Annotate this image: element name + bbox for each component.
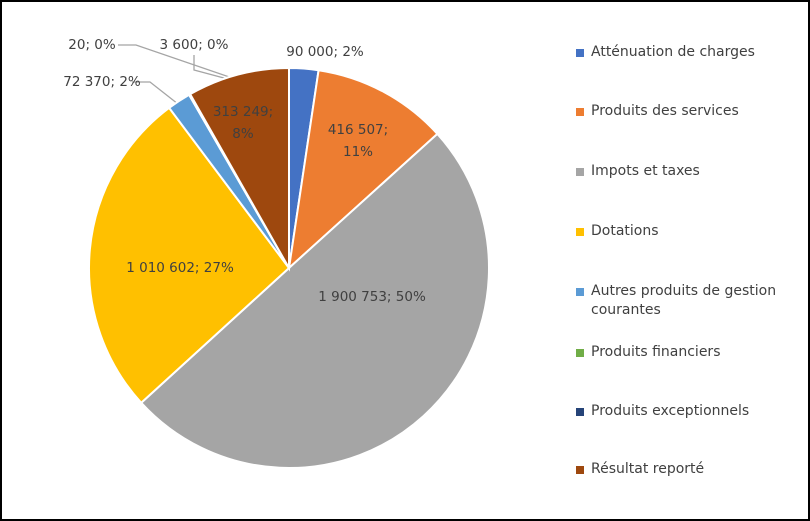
- legend-swatch: [576, 49, 584, 57]
- legend-label: Impots et taxes: [591, 163, 700, 179]
- data-label: 1 900 753; 50%: [318, 289, 426, 305]
- legend-swatch: [576, 466, 584, 474]
- legend-swatch: [576, 408, 584, 416]
- slices: [88, 66, 490, 469]
- data-label: 313 249; 8%: [213, 104, 273, 142]
- legend-item: Autres produits de gestion courantes: [576, 282, 808, 320]
- data-label: 3 600; 0%: [160, 37, 229, 53]
- data-label: 72 370; 2%: [63, 74, 141, 90]
- legend-label: Produits exceptionnels: [591, 403, 750, 419]
- data-labels: 90 000; 2% 416 507; 11% 1 900 753; 50% 1 010…: [63, 37, 426, 305]
- legend-label: Dotations: [591, 223, 659, 239]
- pie-slice: [88, 106, 291, 405]
- legend-swatch: [576, 349, 584, 357]
- legend-item: Produits financiers: [576, 343, 808, 362]
- data-label: 416 507; 11%: [328, 122, 388, 160]
- data-label: 1 010 602; 27%: [126, 260, 234, 276]
- legend-item: Produits des services: [576, 102, 808, 121]
- legend-label: Résultat reporté: [591, 461, 705, 477]
- data-label: 20; 0%: [68, 37, 116, 53]
- legend-item: Résultat reporté: [576, 460, 808, 479]
- legend-item: Impots et taxes: [576, 162, 808, 181]
- pie-slice: [139, 132, 490, 469]
- legend-label: Produits financiers: [591, 344, 721, 360]
- leader-line: [132, 81, 179, 105]
- legend-item: Atténuation de charges: [576, 43, 808, 62]
- legend-swatch: [576, 168, 584, 176]
- legend-item: Produits exceptionnels: [576, 402, 808, 421]
- legend-swatch: [576, 108, 584, 116]
- legend-label: Autres produits de gestion courantes: [591, 283, 777, 318]
- pie-slice: [188, 66, 290, 272]
- legend-item: Dotations: [576, 222, 808, 241]
- legend-label: Produits des services: [591, 103, 739, 119]
- legend-swatch: [576, 228, 584, 236]
- data-label: 90 000; 2%: [286, 44, 364, 60]
- legend-swatch: [576, 288, 584, 296]
- legend-label: Atténuation de charges: [591, 44, 755, 60]
- pie-slice: [287, 69, 439, 271]
